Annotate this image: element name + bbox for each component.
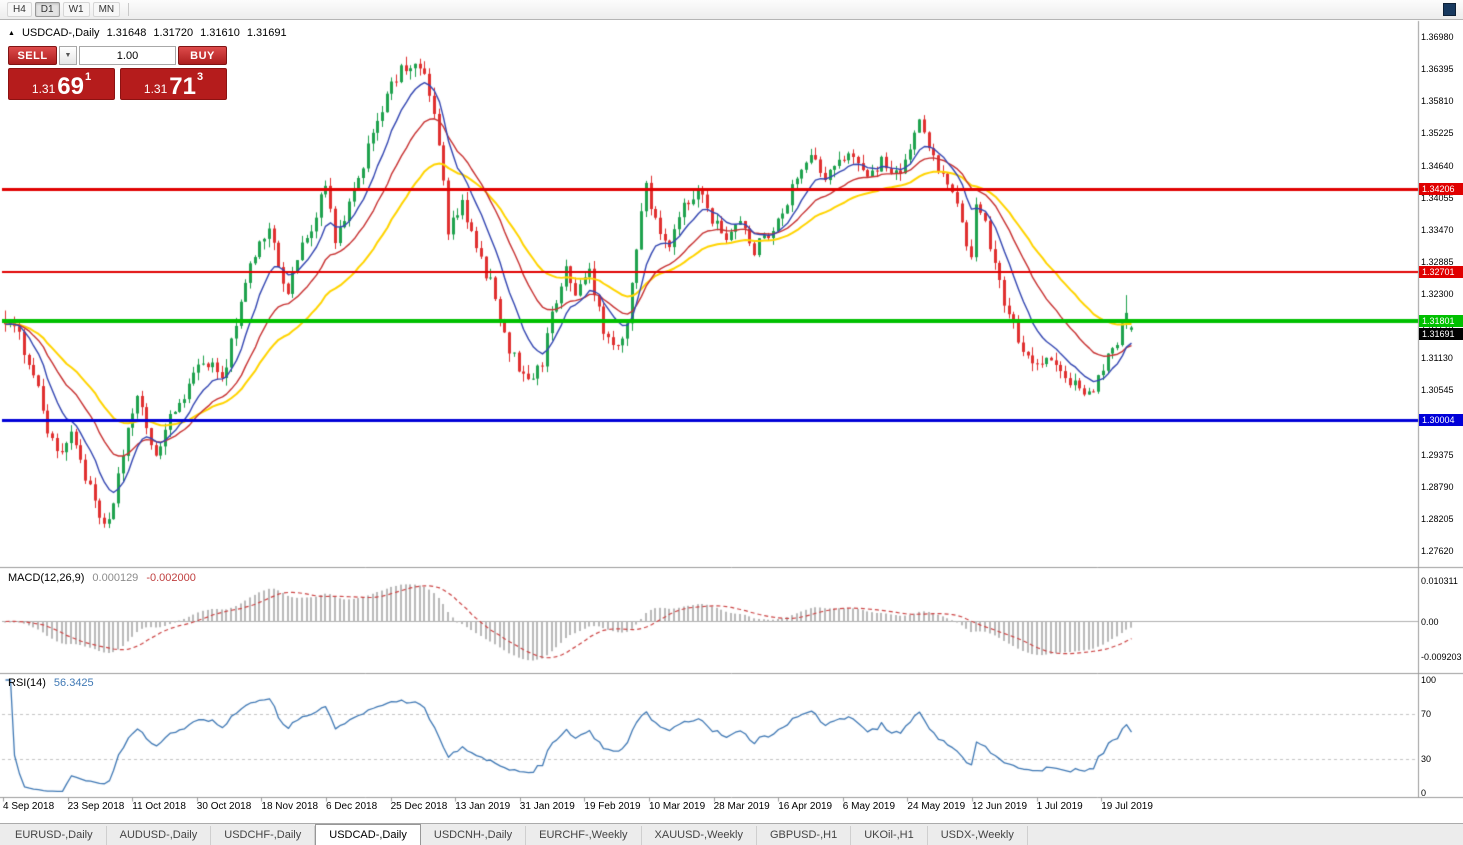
buy-price-point: 3 — [196, 71, 204, 83]
price-axis-label[interactable]: 1.28205 — [1421, 513, 1454, 524]
macd-label: MACD(12,26,9) 0.000129 -0.002000 — [8, 572, 196, 584]
chart-tab[interactable]: USDCHF-,Daily — [211, 826, 316, 845]
volume-dropdown-icon: ▼ — [64, 52, 72, 59]
chart-tab[interactable]: AUDUSD-,Daily — [106, 826, 212, 845]
rsi-name: RSI(14) — [8, 677, 46, 689]
date-axis-label[interactable]: 19 Jul 2019 — [1101, 801, 1153, 812]
sell-price-pips: 69 — [57, 72, 84, 100]
price-axis-label[interactable]: 1.30545 — [1421, 385, 1454, 396]
date-axis-label[interactable]: 10 Mar 2019 — [649, 801, 706, 812]
macd-signal-value: -0.002000 — [146, 572, 196, 584]
sell-price-prefix: 1.31 — [31, 82, 56, 96]
date-axis-label[interactable]: 6 Dec 2018 — [326, 801, 378, 812]
rsi-axis-label[interactable]: 70 — [1421, 708, 1432, 719]
price-level-tag: 1.32701 — [1419, 265, 1463, 278]
ohlc-low: 1.31610 — [200, 27, 240, 39]
window-icon[interactable] — [1443, 3, 1456, 16]
ohlc-high: 1.31720 — [153, 27, 194, 39]
price-axis-label[interactable]: 1.34640 — [1421, 160, 1454, 171]
price-axis-label[interactable]: 1.32885 — [1421, 256, 1454, 267]
chart-tab[interactable]: USDX-,Weekly — [927, 826, 1028, 845]
chart-tab-active[interactable]: USDCAD-,Daily — [315, 824, 421, 845]
chart-tab[interactable]: GBPUSD-,H1 — [756, 826, 852, 845]
toolbar-separator — [128, 3, 130, 16]
rsi-label: RSI(14) 56.3425 — [8, 677, 94, 689]
buy-price-prefix: 1.31 — [143, 82, 168, 96]
price-axis-label[interactable]: 1.35225 — [1421, 128, 1454, 139]
ohlc-close: 1.31691 — [246, 27, 287, 39]
price-axis-label[interactable]: 1.35810 — [1421, 96, 1454, 107]
rsi-axis-label[interactable]: 0 — [1421, 788, 1427, 798]
price-axis-label[interactable]: 1.33470 — [1421, 224, 1454, 235]
macd-main-value: 0.000129 — [92, 572, 139, 584]
rsi-axis-label[interactable]: 30 — [1421, 754, 1432, 765]
date-axis-label[interactable]: 19 Feb 2019 — [584, 801, 641, 812]
price-level-tag: 1.31801 — [1419, 315, 1463, 328]
price-level-tag: 1.30004 — [1419, 414, 1463, 427]
chart-tab[interactable]: XAUUSD-,Weekly — [641, 826, 757, 845]
macd-name: MACD(12,26,9) — [8, 572, 85, 584]
price-axis-label[interactable]: 1.32300 — [1421, 289, 1454, 299]
date-axis-label[interactable]: 4 Sep 2018 — [3, 801, 55, 812]
date-axis-label[interactable]: 12 Jun 2019 — [972, 801, 1028, 812]
price-axis-label[interactable]: 1.28790 — [1421, 481, 1454, 492]
date-axis-label[interactable]: 6 May 2019 — [842, 801, 896, 812]
date-axis-label[interactable]: 30 Oct 2018 — [196, 801, 252, 812]
price-axis-label[interactable]: 1.34055 — [1421, 192, 1454, 203]
chart-tab[interactable]: EURUSD-,Daily — [2, 826, 107, 845]
price-axis-label[interactable]: 1.36395 — [1421, 64, 1454, 75]
date-axis-label[interactable]: 24 May 2019 — [907, 801, 966, 812]
timeframe-mn-button[interactable]: MN — [92, 2, 121, 17]
buy-price-display[interactable]: 1.31 71 3 — [120, 68, 227, 100]
price-axis-label[interactable]: 1.31130 — [1421, 353, 1453, 364]
timeframe-w1-button[interactable]: W1 — [62, 2, 90, 17]
price-axis-label[interactable]: 1.27620 — [1421, 546, 1454, 556]
symbol-title: USDCAD-,Daily — [21, 27, 100, 39]
date-axis-label[interactable]: 28 Mar 2019 — [713, 801, 770, 812]
ohlc-open: 1.31648 — [106, 27, 147, 39]
date-axis-label[interactable]: 23 Sep 2018 — [67, 801, 125, 812]
macd-axis-label[interactable]: 0.010311 — [1421, 576, 1458, 587]
current-price-tag: 1.31691 — [1419, 327, 1463, 340]
date-axis-label[interactable]: 13 Jan 2019 — [455, 801, 511, 812]
chart-tab-bar: EURUSD-,Daily AUDUSD-,Daily USDCHF-,Daily U… — [0, 823, 1463, 845]
chart-tab[interactable]: USDCNH-,Daily — [420, 826, 527, 845]
date-axis-label[interactable]: 1 Jul 2019 — [1036, 801, 1083, 812]
sell-price-display[interactable]: 1.31 69 1 — [8, 68, 115, 100]
volume-input[interactable]: 1.00 — [79, 46, 176, 65]
chart-tab[interactable]: EURCHF-,Weekly — [526, 826, 642, 845]
macd-axis-label[interactable]: 0.00 — [1421, 616, 1439, 627]
symbol-marker-icon: ▲ — [8, 29, 15, 37]
chart-tab[interactable]: UKOil-,H1 — [851, 826, 928, 845]
sell-price-point: 1 — [84, 71, 92, 83]
volume-dropdown-button[interactable]: ▼ — [59, 46, 77, 65]
price-axis-label[interactable]: 1.36980 — [1421, 32, 1454, 42]
rsi-axis-label[interactable]: 100 — [1421, 675, 1437, 685]
timeframe-d1-button[interactable]: D1 — [34, 2, 60, 17]
price-axis-label[interactable]: 1.29375 — [1421, 449, 1454, 460]
timeframe-toolbar: H4 D1 W1 MN — [0, 0, 1463, 20]
date-axis-label[interactable]: 25 Dec 2018 — [390, 801, 448, 812]
one-click-trade-panel: SELL ▼ 1.00 BUY 1.31 69 1 1.31 71 3 — [8, 46, 227, 100]
date-axis-label[interactable]: 11 Oct 2018 — [132, 801, 186, 812]
timeframe-h4-button[interactable]: H4 — [7, 2, 32, 17]
date-axis-label[interactable]: 18 Nov 2018 — [261, 801, 319, 812]
date-axis-label[interactable]: 16 Apr 2019 — [778, 801, 833, 812]
date-axis-label[interactable]: 31 Jan 2019 — [519, 801, 575, 812]
symbol-ohlc-header: ▲ USDCAD-,Daily 1.31648 1.31720 1.31610 … — [8, 27, 287, 39]
sell-button[interactable]: SELL — [8, 46, 57, 65]
buy-price-pips: 71 — [169, 72, 196, 100]
buy-button[interactable]: BUY — [178, 46, 227, 65]
price-level-tag: 1.34206 — [1419, 183, 1463, 196]
rsi-value: 56.3425 — [53, 677, 94, 689]
macd-axis-label[interactable]: -0.009203 — [1421, 652, 1462, 663]
